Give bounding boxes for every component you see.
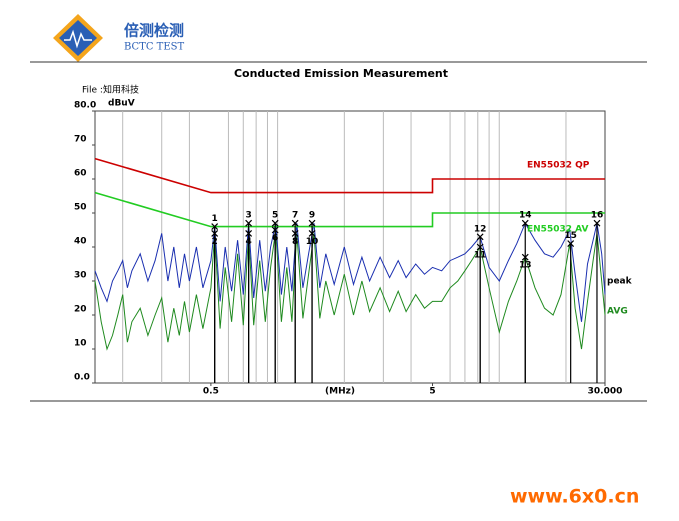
watermark: www.6x0.cn [510, 486, 639, 508]
marker-label: 3 [245, 211, 251, 221]
y-tick-label: 10 [74, 339, 87, 349]
plot-frame [94, 110, 606, 384]
chart-title: Conducted Emission Measurement [234, 67, 448, 80]
y-tick-label: 30 [74, 271, 87, 281]
marker [271, 226, 279, 383]
marker-label: 14 [519, 211, 532, 221]
marker-label: 16 [591, 211, 604, 221]
marker-label: 1 [212, 214, 218, 224]
logo [53, 14, 103, 62]
trace-label: peak [607, 277, 633, 287]
y-tick-label: 0.0 [74, 373, 90, 383]
y-tick-label: 50 [74, 203, 87, 213]
y-tick-label: 70 [74, 135, 87, 145]
marker-label: 2 [212, 237, 218, 247]
marker [521, 219, 529, 383]
y-axis-label: dBuV [108, 99, 135, 109]
marker [476, 233, 484, 383]
marker-label: 12 [474, 224, 487, 234]
y-tick-label: 20 [74, 305, 87, 315]
marker-label: 15 [564, 231, 577, 241]
limit-label: EN55032 QP [527, 161, 590, 171]
marker [567, 240, 575, 383]
limit-line [94, 157, 605, 194]
marker [291, 229, 299, 383]
x-tick-label: 5 [429, 387, 435, 397]
file-label: File :知用科技 [82, 84, 139, 96]
marker [245, 229, 253, 383]
limit-line [94, 191, 605, 228]
x-axis-label: (MHz) [325, 387, 355, 397]
brand: 倍测检测 [124, 22, 184, 40]
x-tick-label: 30.000 [588, 387, 623, 397]
x-tick-label: 0.5 [203, 387, 219, 397]
marker-label: 7 [292, 211, 298, 221]
trace-label: AVG [607, 307, 628, 317]
marker [308, 229, 316, 383]
y-tick-label: 80.0 [74, 101, 96, 111]
marker [593, 219, 601, 383]
y-tick-label: 40 [74, 237, 87, 247]
marker-label: 5 [272, 211, 278, 221]
marker-label: 9 [309, 211, 315, 221]
marker-label: 4 [245, 237, 251, 247]
marker-label: 8 [292, 237, 298, 247]
trace-line [94, 229, 606, 351]
limit-label: EN55032 AV [527, 225, 588, 235]
marker [211, 229, 219, 383]
marker-label: 6 [272, 234, 278, 244]
brand-en: BCTC TEST [124, 42, 185, 53]
y-tick-label: 60 [74, 169, 87, 179]
trace-line [94, 222, 606, 322]
marker-label: 10 [306, 237, 319, 247]
